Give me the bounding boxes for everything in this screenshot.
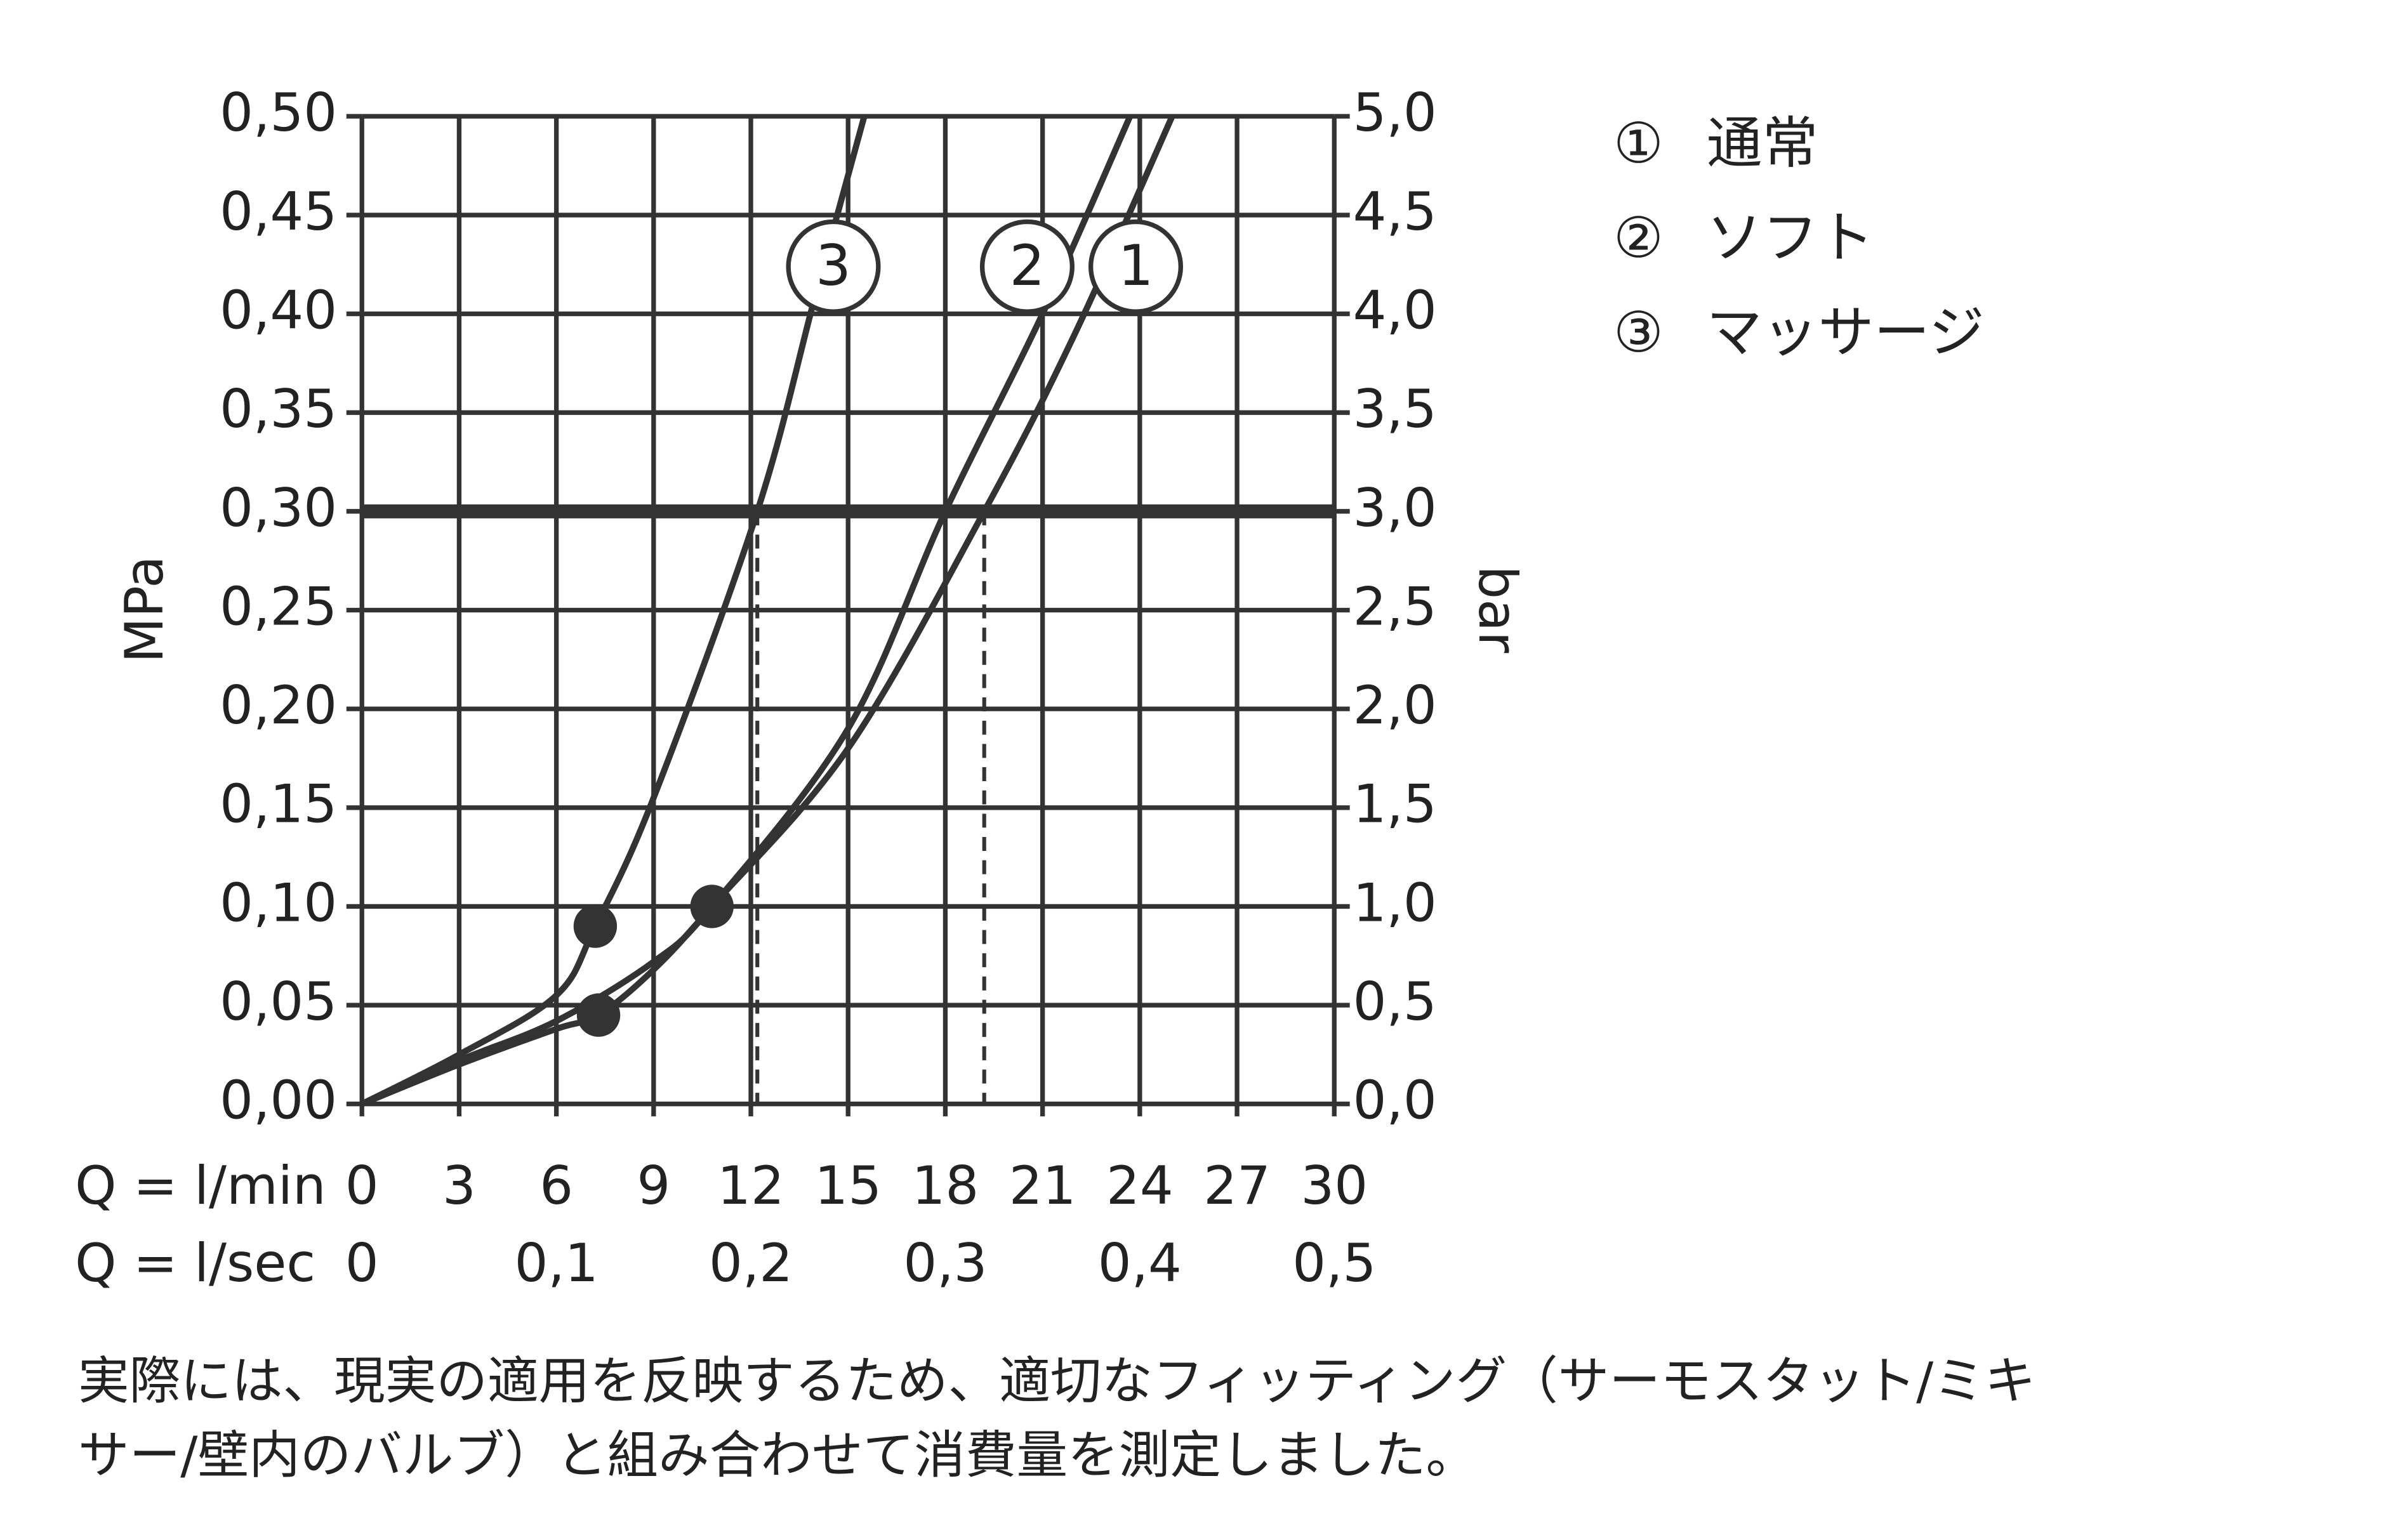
y-tick-label: 0,25 xyxy=(220,576,337,637)
x-tick-label: 6 xyxy=(539,1155,573,1216)
y-tick-label: 0,00 xyxy=(220,1070,337,1131)
y2-tick-label: 1,5 xyxy=(1353,774,1437,835)
series-line xyxy=(361,115,1175,1107)
point xyxy=(576,993,621,1037)
y2-tick-label: 1,0 xyxy=(1353,872,1437,933)
legend-marker: ② xyxy=(1613,205,1664,270)
y-tick-label: 0,10 xyxy=(220,872,337,933)
y-tick-label: 0,45 xyxy=(220,181,337,242)
y-tick-label: 0,05 xyxy=(220,971,337,1032)
y-axis-title: MPa xyxy=(114,556,175,663)
legend-label: 通常 xyxy=(1707,110,1818,176)
point xyxy=(573,904,618,948)
y2-tick-label: 3,0 xyxy=(1353,477,1437,539)
y2-tick-label: 3,5 xyxy=(1353,378,1437,440)
point xyxy=(690,885,734,928)
series-line xyxy=(361,115,1133,1107)
x-tick-label: 18 xyxy=(912,1155,979,1216)
y2-tick-label: 4,0 xyxy=(1353,279,1437,341)
x-tick-label: 27 xyxy=(1203,1155,1271,1216)
curve-label: 1 xyxy=(1118,233,1154,298)
x-tick-label: 30 xyxy=(1300,1155,1368,1216)
y2-axis-title: bar xyxy=(1467,565,1528,654)
legend-label: マッサージ xyxy=(1707,300,1985,365)
y-tick-label: 0,30 xyxy=(220,477,337,539)
curve-label: 2 xyxy=(1009,233,1045,298)
x2-tick-label: 0,4 xyxy=(1098,1232,1182,1294)
x-tick-label: 15 xyxy=(814,1155,882,1216)
note: サー/壁内のバルブ）と組み合わせて消費量を測定しました。 xyxy=(78,1426,1477,1486)
x2-axis-title: Q = l/sec xyxy=(75,1232,315,1294)
x2-tick-label: 0,3 xyxy=(903,1232,987,1294)
x-tick-label: 9 xyxy=(637,1155,670,1216)
legend-label: ソフト xyxy=(1707,205,1874,270)
curve-label-circle xyxy=(1088,219,1184,314)
x2-tick-label: 0,5 xyxy=(1292,1232,1376,1294)
y-tick-label: 0,40 xyxy=(220,279,337,341)
curve-label-circle xyxy=(979,219,1075,314)
legend-marker: ③ xyxy=(1613,300,1664,365)
x-axis-title: Q = l/min xyxy=(75,1155,326,1216)
y2-tick-label: 4,5 xyxy=(1353,181,1437,242)
y2-tick-label: 2,0 xyxy=(1353,675,1437,736)
y2-tick-label: 0,5 xyxy=(1353,971,1437,1032)
curve-label: 3 xyxy=(816,233,851,298)
y2-tick-label: 0,0 xyxy=(1353,1070,1437,1131)
x-tick-label: 0 xyxy=(345,1155,379,1216)
x-tick-label: 24 xyxy=(1106,1155,1174,1216)
y-tick-label: 0,50 xyxy=(220,82,337,143)
x2-tick-label: 0 xyxy=(345,1232,379,1294)
y-tick-label: 0,20 xyxy=(220,675,337,736)
x-tick-label: 3 xyxy=(442,1155,476,1216)
note: 実際には、現実の適用を反映するため、適切なフィッティング（サーモスタット/ミキ xyxy=(78,1352,2035,1411)
y-tick-label: 0,35 xyxy=(220,378,337,440)
x2-tick-label: 0,1 xyxy=(515,1232,599,1294)
x2-tick-label: 0,2 xyxy=(709,1232,793,1294)
x-tick-label: 21 xyxy=(1009,1155,1076,1216)
curve-label-circle xyxy=(786,219,881,314)
y2-tick-label: 2,5 xyxy=(1353,576,1437,637)
y-tick-label: 0,15 xyxy=(220,774,337,835)
legend-marker: ① xyxy=(1613,110,1664,176)
x-tick-label: 12 xyxy=(717,1155,784,1216)
y2-tick-label: 5,0 xyxy=(1353,82,1437,143)
